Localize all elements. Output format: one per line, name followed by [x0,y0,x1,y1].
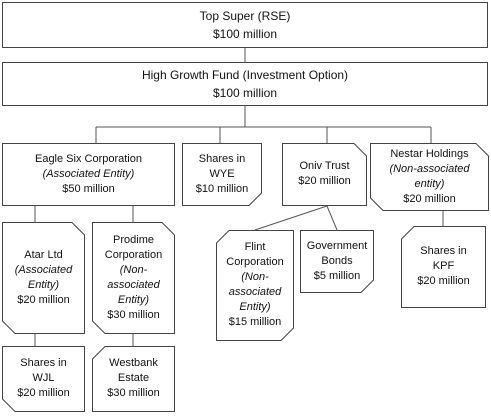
shares-wjl-name: WJL [32,372,55,384]
shares-wjl-shape [2,346,85,412]
shares-wye-name: WYE [209,168,235,180]
shares-kpf-shape [401,226,486,308]
nestar-holdings-box: Nestar Holdings (Non-associated entity) … [370,143,489,211]
flint-type-2: associated [228,286,282,298]
eagle-six-name: Eagle Six Corporation [34,153,142,165]
connector-oniv-to-flint [254,205,328,231]
government-bonds-name-2: Bonds [321,255,353,267]
nestar-holdings-shape [370,143,489,211]
prodime-corporation-shape [92,222,175,334]
shares-kpf-name: KPF [432,260,455,272]
atar-ltd-amount: $20 million [17,294,70,306]
atar-ltd-type-2: Entity) [27,279,60,291]
government-bonds-shape [300,230,374,293]
high-growth-fund-box: High Growth Fund (Investment Option) $10… [2,62,488,106]
shares-wjl-amount: $20 million [17,387,70,399]
shares-wjl-label: Shares in [20,357,67,369]
shares-wye-label: Shares in [198,153,246,165]
westbank-estate-box: Westbank Estate $30 million [92,346,175,412]
flint-corporation-box: Flint Corporation (Non- associated Entit… [216,230,294,341]
westbank-estate-shape [92,346,175,412]
shares-kpf-amount: $20 million [417,275,470,287]
fund-name: High Growth Fund (Investment Option) [141,68,349,82]
atar-ltd-box: Atar Ltd (Associated Entity) $20 million [2,222,85,334]
westbank-name-1: Westbank [109,357,158,369]
flint-type-1: (Non- [241,271,269,283]
flint-type-3: Entity) [239,301,271,313]
shares-kpf-label: Shares in [420,245,467,257]
fund-amount: $100 million [212,86,278,100]
prodime-name-1: Prodime [113,234,154,246]
shares-wye-box: Shares in WYE $10 million [182,143,262,206]
nestar-holdings-type-2: entity) [414,178,445,190]
oniv-trust-shape [282,143,367,206]
shares-wjl-box: Shares in WJL $20 million [2,346,85,412]
atar-ltd-shape [2,222,85,334]
shares-kpf-box: Shares in KPF $20 million [401,226,486,308]
government-bonds-box: Government Bonds $5 million [300,230,374,293]
nestar-holdings-amount: $20 million [403,193,456,205]
government-bonds-name-1: Government [306,240,368,252]
nestar-holdings-type-1: (Non-associated [389,163,470,175]
westbank-amount: $30 million [107,387,160,399]
top-super-name: Top Super (RSE) [199,9,291,23]
top-super-box: Top Super (RSE) $100 million [2,2,488,48]
connector-oniv-to-govbonds [326,205,338,231]
eagle-six-type: (Associated Entity) [42,168,135,180]
prodime-name-2: Corporation [104,249,163,261]
government-bonds-amount: $5 million [313,270,361,282]
shares-wye-shape [182,143,262,206]
flint-name-1: Flint [244,241,266,253]
prodime-type-3: Entity) [117,294,150,306]
prodime-corporation-box: Prodime Corporation (Non- associated Ent… [92,222,175,334]
flint-amount: $15 million [228,316,282,328]
eagle-six-amount: $50 million [62,183,115,195]
nestar-holdings-name: Nestar Holdings [390,148,469,160]
top-super-amount: $100 million [212,27,278,41]
oniv-trust-name: Oniv Trust [299,160,350,172]
oniv-trust-amount: $20 million [298,175,351,187]
prodime-type-1: (Non- [119,264,148,276]
prodime-type-2: associated [107,279,160,291]
eagle-six-box: Eagle Six Corporation (Associated Entity… [2,143,175,206]
atar-ltd-type-1: (Associated [14,264,73,276]
flint-corporation-shape [216,230,294,341]
oniv-trust-box: Oniv Trust $20 million [282,143,367,206]
prodime-amount: $30 million [107,309,160,321]
shares-wye-amount: $10 million [195,183,249,195]
westbank-name-2: Estate [117,372,150,384]
flint-name-2: Corporation [226,256,284,268]
atar-ltd-name: Atar Ltd [24,249,63,261]
